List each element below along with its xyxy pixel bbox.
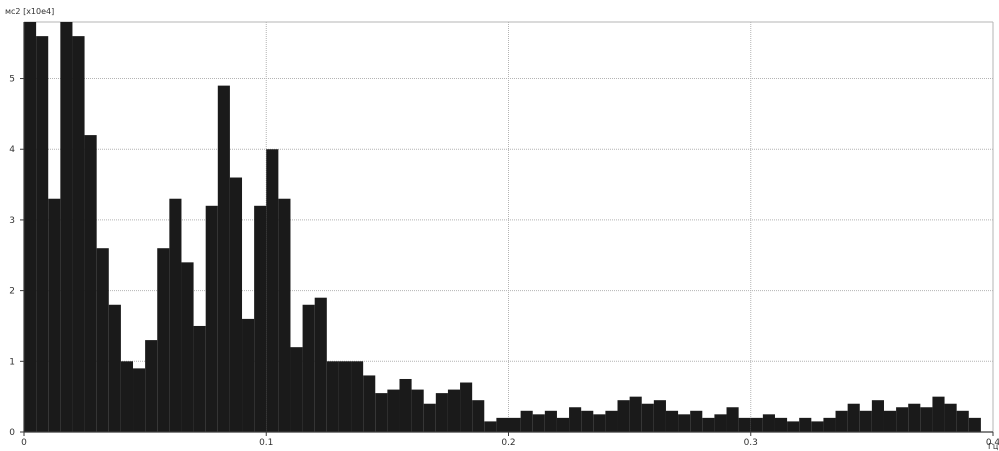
y-tick-label: 2 <box>9 287 15 297</box>
spectrum-bar <box>351 361 364 432</box>
spectrum-bar <box>278 198 291 432</box>
spectrum-bar <box>314 297 327 432</box>
spectrum-bar <box>181 262 194 432</box>
spectrum-bar <box>932 396 945 432</box>
y-tick-label: 3 <box>9 216 15 226</box>
spectrum-bar <box>472 400 485 432</box>
spectrum-bar <box>24 22 37 432</box>
spectrum-bar <box>145 340 158 432</box>
spectrum-bar <box>714 414 727 432</box>
spectrum-bar <box>811 421 824 432</box>
spectrum-bar <box>859 410 872 432</box>
spectrum-bar <box>290 347 303 432</box>
spectrum-bar <box>217 85 230 432</box>
spectrum-bar <box>84 135 97 432</box>
spectrum-bar <box>520 410 533 432</box>
spectrum-bar <box>750 417 763 432</box>
spectrum-bar <box>48 198 61 432</box>
spectrum-bar <box>411 389 424 432</box>
spectrum-bar <box>883 410 897 432</box>
spectrum-bar <box>823 417 836 432</box>
spectrum-bar <box>193 325 206 432</box>
spectrum-bar <box>835 410 848 432</box>
spectrum-bar <box>593 414 606 432</box>
spectrum-bar <box>229 177 243 432</box>
spectrum-bar <box>338 361 352 432</box>
spectrum-bar <box>605 410 618 432</box>
y-tick-label: 4 <box>9 145 15 155</box>
spectrum-bar <box>375 393 388 432</box>
spectrum-bar <box>120 361 134 432</box>
y-tick-label: 1 <box>9 357 15 367</box>
spectrum-bar <box>762 414 775 432</box>
spectrum-bar <box>72 36 85 432</box>
x-tick-label: 0.2 <box>501 438 515 448</box>
spectrum-bar <box>774 417 788 432</box>
spectrum-bar <box>968 417 981 432</box>
spectrum-bar <box>36 36 49 432</box>
x-tick-label: 0 <box>21 438 27 448</box>
spectrum-bar <box>363 375 376 432</box>
spectrum-bar <box>678 414 691 432</box>
spectrum-bar <box>556 417 570 432</box>
spectrum-bar <box>871 400 884 432</box>
y-tick-label: 5 <box>9 75 15 85</box>
spectrum-bar <box>569 407 582 432</box>
x-tick-label: 0.3 <box>744 438 758 448</box>
spectrum-bar <box>435 393 448 432</box>
bars-layer <box>24 22 981 432</box>
spectrum-bar <box>447 389 461 432</box>
spectrum-bar <box>387 389 400 432</box>
spectrum-bar <box>169 198 182 432</box>
spectrum-bar <box>581 410 594 432</box>
spectrum-bar <box>544 410 557 432</box>
y-axis-label: мс2 [x10e4] <box>5 7 54 16</box>
spectrum-bar <box>460 382 473 432</box>
spectrum-bar <box>399 378 412 432</box>
spectrum-bar <box>205 205 218 432</box>
spectrum-bar <box>326 361 339 432</box>
spectrum-bar <box>956 410 969 432</box>
spectrum-bar <box>133 368 146 432</box>
spectrum-bar <box>60 22 73 432</box>
spectrum-bar <box>629 396 642 432</box>
x-tick-label: 0.1 <box>259 438 273 448</box>
spectrum-bar <box>726 407 739 432</box>
spectrum-bar <box>799 417 812 432</box>
spectrum-bar <box>896 407 909 432</box>
spectrum-bar <box>665 410 679 432</box>
spectrum-bar <box>617 400 630 432</box>
spectrum-bar <box>484 421 497 432</box>
spectrum-bar <box>944 403 957 432</box>
spectrum-bar <box>254 205 267 432</box>
spectrum-bar <box>508 417 521 432</box>
spectrum-bar <box>690 410 703 432</box>
spectrum-bar <box>532 414 545 432</box>
grid-layer <box>24 21 994 432</box>
spectrum-bar <box>702 417 715 432</box>
spectrum-bar <box>496 417 509 432</box>
spectrum-bar <box>641 403 654 432</box>
spectrum-bar <box>738 417 751 432</box>
x-axis-unit-label: Гц <box>988 442 999 451</box>
ticks-layer: 0 0.1 0.2 0.3 0.4 0 1 2 3 4 5 <box>9 75 999 448</box>
spectrum-bar <box>847 403 860 432</box>
spectrum-bar <box>157 248 170 432</box>
spectrum-bar <box>96 248 109 432</box>
spectrum-bar <box>108 304 121 432</box>
spectrum-bar <box>908 403 921 432</box>
spectrum-bar <box>653 400 666 432</box>
spectrum-bar <box>242 318 255 432</box>
x-tick-label: 0.4 <box>986 438 999 448</box>
y-tick-label: 0 <box>9 428 15 438</box>
spectrum-bar <box>266 149 279 432</box>
spectrum-bar <box>920 407 933 432</box>
spectrum-bar <box>302 304 315 432</box>
spectrum-bar <box>787 421 800 432</box>
spectrum-bar <box>423 403 436 432</box>
